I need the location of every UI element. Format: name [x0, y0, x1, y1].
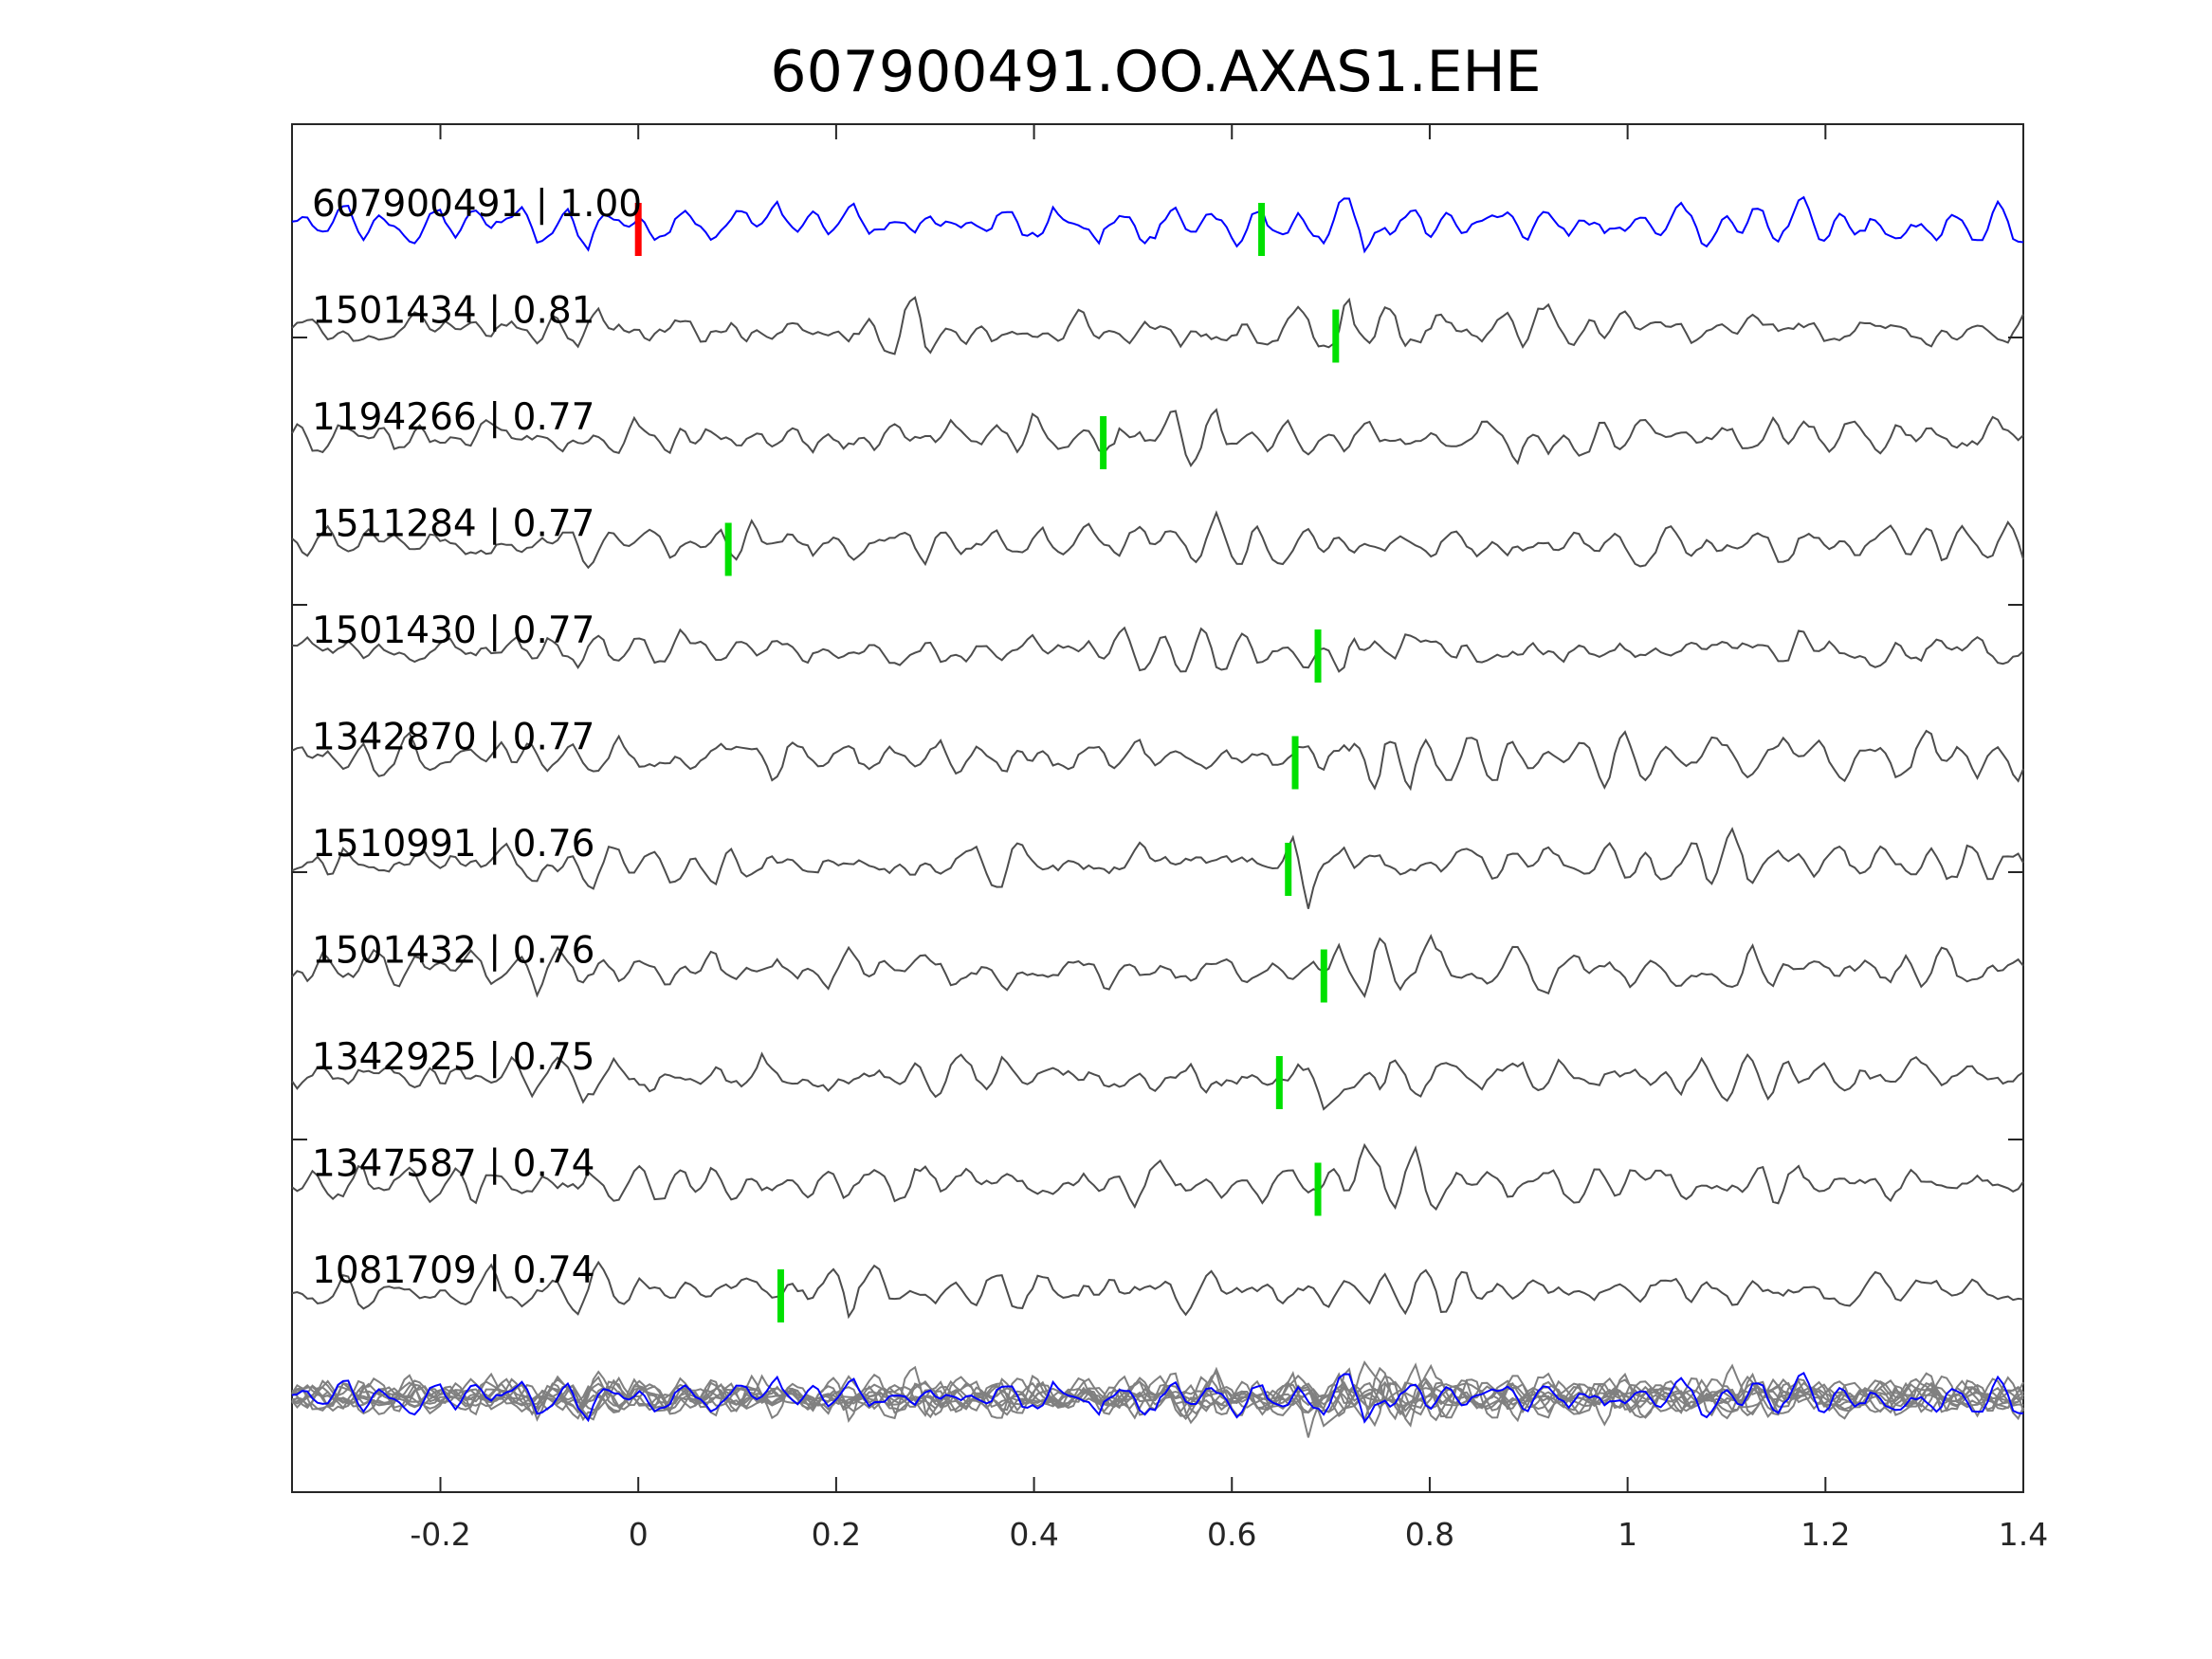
trace-label: 1194266 | 0.77 — [312, 396, 594, 439]
x-tick-label: 0.8 — [1405, 1516, 1454, 1553]
trace-1081709 — [291, 1260, 2024, 1320]
picks-group — [634, 203, 1340, 1322]
stack-trace-607900491 — [291, 1372, 2024, 1424]
trace-label: 1342870 | 0.77 — [312, 717, 594, 759]
trace-1501434 — [291, 296, 2024, 356]
trace-1342925 — [291, 1051, 2024, 1111]
trace-label: 1081709 | 0.74 — [312, 1249, 594, 1292]
traces-group — [291, 195, 2024, 1320]
trace-label: 1501430 | 0.77 — [312, 610, 594, 652]
trace-1510991 — [291, 827, 2024, 909]
chart-title: 607900491.OO.AXAS1.EHE — [770, 39, 1541, 105]
trace-label: 1342925 | 0.75 — [312, 1036, 594, 1079]
x-tick-label: 1 — [1618, 1516, 1637, 1553]
trace-1511284 — [291, 510, 2024, 570]
x-tick-label: 0.2 — [812, 1516, 861, 1553]
trace-label: 607900491 | 1.00 — [312, 183, 642, 226]
trace-label: 1511284 | 0.77 — [312, 503, 594, 546]
trace-label: 1501434 | 0.81 — [312, 290, 594, 333]
stack-trace-1501432 — [291, 1363, 2024, 1423]
stack-group — [291, 1360, 2024, 1438]
stack-trace-1081709 — [291, 1370, 2024, 1423]
x-tick-label: 1.4 — [1999, 1516, 2048, 1553]
trace-607900491 — [291, 195, 2024, 254]
x-tick-label: 0 — [629, 1516, 649, 1553]
trace-label: 1510991 | 0.76 — [312, 823, 594, 866]
trace-label: 1347587 | 0.74 — [312, 1143, 594, 1186]
x-tick-label: 1.2 — [1801, 1516, 1850, 1553]
x-tick-label: -0.2 — [410, 1516, 470, 1553]
trace-1342870 — [291, 729, 2024, 792]
trace-1347587 — [291, 1142, 2024, 1212]
trace-label: 1501432 | 0.76 — [312, 930, 594, 973]
trace-1501430 — [291, 626, 2024, 673]
stack-trace-1501430 — [291, 1375, 2024, 1417]
x-tick-label: 0.6 — [1207, 1516, 1256, 1553]
plot-frame — [291, 123, 2024, 1493]
trace-1194266 — [291, 408, 2024, 468]
trace-1501432 — [291, 934, 2024, 998]
ticks-group: -0.2 0 0.2 0.4 0.6 0.8 1 1.2 1.4 — [292, 124, 2048, 1553]
x-tick-label: 0.4 — [1009, 1516, 1058, 1553]
labels-group: 607900491 | 1.00 1501434 | 0.81 1194266 | … — [312, 183, 642, 1292]
